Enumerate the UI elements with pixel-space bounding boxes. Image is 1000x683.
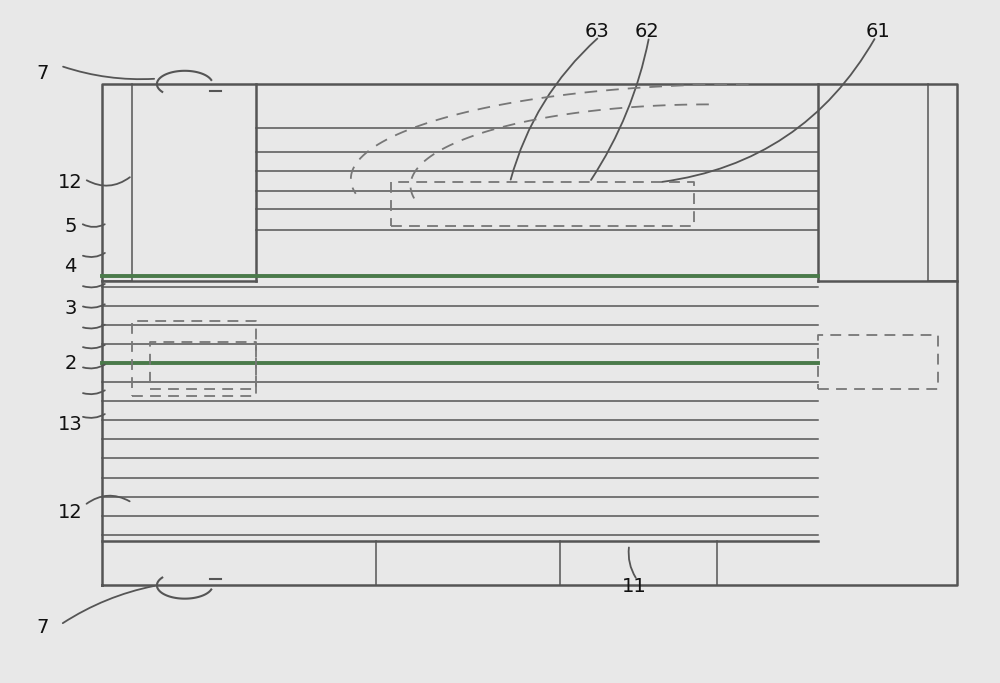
Text: 2: 2 bbox=[64, 354, 77, 373]
Text: 7: 7 bbox=[36, 64, 49, 83]
Text: 12: 12 bbox=[58, 173, 83, 192]
Text: 61: 61 bbox=[866, 22, 890, 41]
Text: 3: 3 bbox=[64, 299, 77, 318]
Text: 4: 4 bbox=[64, 257, 77, 277]
Text: 7: 7 bbox=[36, 618, 49, 637]
Text: 13: 13 bbox=[58, 415, 83, 434]
Text: 11: 11 bbox=[622, 577, 647, 596]
Text: 62: 62 bbox=[635, 22, 660, 41]
Text: 63: 63 bbox=[585, 22, 610, 41]
Text: 12: 12 bbox=[58, 503, 83, 522]
Text: 5: 5 bbox=[64, 217, 77, 236]
